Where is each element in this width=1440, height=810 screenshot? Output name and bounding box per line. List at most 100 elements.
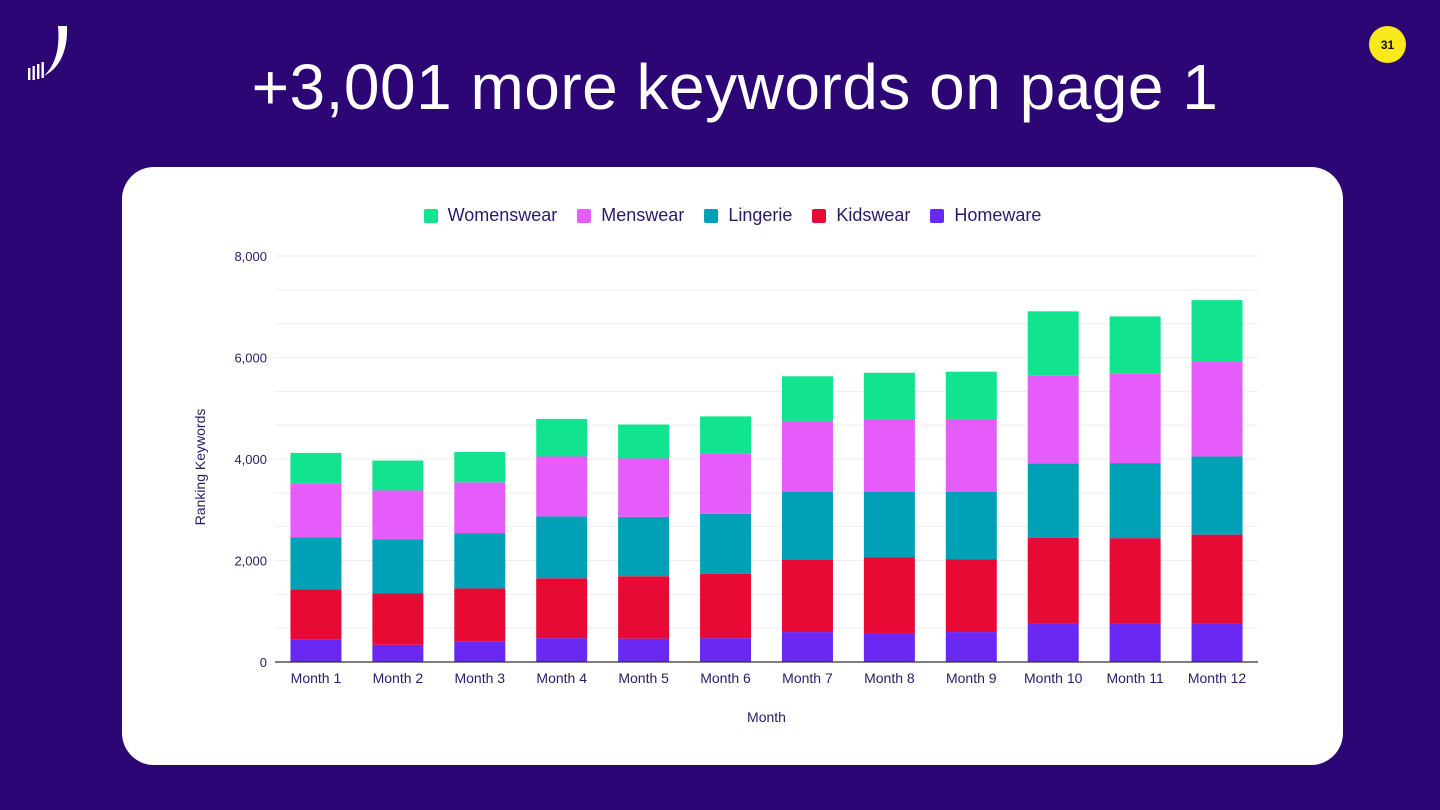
x-tick-label: Month 6: [700, 670, 751, 686]
bar-segment-homeware: [454, 641, 506, 662]
x-tick-label: Month 2: [373, 670, 424, 686]
x-tick-label: Month 3: [454, 670, 505, 686]
bar-segment-womenswear: [781, 376, 833, 421]
bar-segment-menswear: [1191, 361, 1243, 457]
bar-segment-kidswear: [863, 557, 915, 634]
x-tick-label: Month 12: [1188, 670, 1247, 686]
x-tick-label: Month 9: [946, 670, 997, 686]
bar-segment-homeware: [1109, 623, 1161, 662]
bar-segment-lingerie: [618, 516, 670, 577]
bar-segment-lingerie: [454, 533, 506, 589]
legend-item-lingerie: Lingerie: [704, 205, 792, 226]
bar-segment-kidswear: [290, 589, 342, 640]
legend-swatch: [704, 208, 719, 223]
bar-segment-menswear: [945, 418, 997, 492]
bar-segment-womenswear: [372, 460, 424, 491]
bar-segment-womenswear: [290, 452, 342, 484]
x-axis-title: Month: [747, 709, 786, 725]
bar-segment-menswear: [781, 420, 833, 492]
bar-segment-kidswear: [454, 588, 506, 642]
bar-segment-homeware: [945, 632, 997, 662]
bar-segment-lingerie: [700, 513, 752, 574]
x-tick-label: Month 10: [1024, 670, 1083, 686]
bar-segment-lingerie: [781, 491, 833, 560]
bar-segment-lingerie: [536, 516, 588, 579]
chart-legend: Womenswear Menswear Lingerie Kidswear Homewa…: [122, 205, 1343, 226]
bar-segment-womenswear: [536, 418, 588, 457]
bar-segment-lingerie: [1109, 463, 1161, 539]
bar-segment-kidswear: [781, 559, 833, 633]
y-tick-label: 2,000: [234, 554, 267, 569]
legend-swatch: [812, 208, 827, 223]
legend-swatch: [930, 208, 945, 223]
legend-item-kidswear: Kidswear: [812, 205, 910, 226]
bar-segment-womenswear: [1109, 316, 1161, 374]
bar-segment-homeware: [700, 638, 752, 662]
bar-segment-menswear: [863, 418, 915, 492]
legend-label: Homeware: [954, 205, 1042, 225]
bar-segment-womenswear: [454, 451, 506, 483]
bar-segment-womenswear: [1191, 300, 1243, 362]
bar-segment-kidswear: [1191, 534, 1243, 624]
legend-swatch: [423, 208, 438, 223]
bar-segment-kidswear: [1109, 538, 1161, 624]
legend-item-homeware: Homeware: [930, 205, 1041, 226]
bar-segment-kidswear: [536, 578, 588, 639]
legend-label: Womenswear: [447, 205, 558, 225]
x-tick-label: Month 7: [782, 670, 833, 686]
legend-item-menswear: Menswear: [577, 205, 684, 226]
y-tick-label: 6,000: [234, 351, 267, 366]
bar-segment-womenswear: [1027, 311, 1079, 376]
bar-segment-menswear: [536, 456, 588, 517]
legend-item-womenswear: Womenswear: [423, 205, 558, 226]
bar-segment-lingerie: [945, 491, 997, 560]
bar-segment-lingerie: [290, 537, 342, 590]
bar-segment-womenswear: [618, 424, 670, 459]
bar-segment-kidswear: [618, 576, 670, 639]
y-tick-label: 0: [260, 655, 267, 670]
bar-segment-homeware: [536, 638, 588, 662]
bar-segment-lingerie: [863, 491, 915, 558]
x-tick-label: Month 11: [1106, 670, 1164, 686]
x-tick-label: Month 1: [291, 670, 342, 686]
bar-segment-menswear: [290, 483, 342, 538]
bar-segment-kidswear: [1027, 537, 1079, 624]
bar-segment-homeware: [618, 638, 670, 662]
legend-label: Kidswear: [836, 205, 911, 225]
y-tick-label: 4,000: [234, 452, 267, 467]
bar-segment-homeware: [372, 644, 424, 662]
bar-segment-kidswear: [372, 593, 424, 645]
legend-label: Lingerie: [728, 205, 793, 225]
bar-segment-homeware: [863, 633, 915, 662]
bar-segment-menswear: [454, 482, 506, 534]
bar-segment-lingerie: [1027, 463, 1079, 538]
stacked-bar-chart: 0 2,000 4,000 6,000 8,000 Month 1 Month 2 Month…: [192, 249, 1258, 725]
bar-segment-lingerie: [1191, 456, 1243, 535]
bar-segment-womenswear: [945, 371, 997, 419]
brand-logo-icon: [28, 26, 68, 80]
bar-segment-menswear: [372, 490, 424, 540]
x-tick-label: Month 8: [864, 670, 915, 686]
x-tick-label: Month 4: [536, 670, 587, 686]
x-tick-label: Month 5: [618, 670, 669, 686]
bar-segment-homeware: [781, 632, 833, 662]
bar-segment-menswear: [700, 453, 752, 514]
legend-label: Menswear: [601, 205, 685, 225]
bar-segment-womenswear: [863, 372, 915, 419]
bar-segment-lingerie: [372, 539, 424, 594]
slide-title: +3,001 more keywords on page 1: [251, 51, 1219, 123]
y-tick-label: 8,000: [234, 249, 267, 264]
y-axis-title: Ranking Keywords: [192, 409, 208, 526]
bar-segment-menswear: [1109, 373, 1161, 464]
bar-segment-kidswear: [700, 573, 752, 639]
legend-swatch: [577, 208, 592, 223]
page-number-badge: 31: [1369, 26, 1406, 63]
bar-segment-menswear: [1027, 375, 1079, 464]
bar-segment-womenswear: [700, 416, 752, 454]
bar-segment-menswear: [618, 458, 670, 517]
bar-segment-homeware: [1191, 623, 1243, 662]
bar-segment-homeware: [1027, 623, 1079, 662]
bar-segment-kidswear: [945, 559, 997, 633]
chart-card: Womenswear Menswear Lingerie Kidswear Homewa…: [122, 167, 1343, 765]
bar-segment-homeware: [290, 639, 342, 662]
